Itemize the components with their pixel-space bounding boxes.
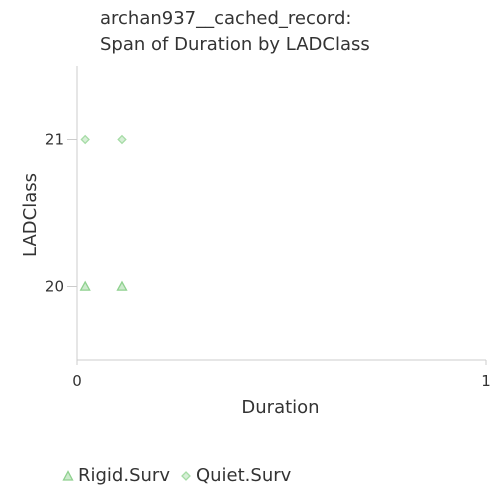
legend-item: Rigid.Surv	[62, 465, 170, 486]
legend-label: Rigid.Surv	[78, 465, 170, 486]
data-point-diamond	[80, 134, 90, 145]
legend-item: Quiet.Surv	[180, 465, 291, 486]
chart-title-line-2: Span of Duration by LADClass	[100, 34, 370, 55]
x-tick-label: 0	[72, 372, 82, 390]
chart-title: archan937__cached_record: Span of Durati…	[100, 6, 490, 58]
triangle-marker-icon	[62, 469, 74, 481]
legend-label: Quiet.Surv	[195, 465, 292, 486]
x-tick-label: 1	[481, 372, 491, 390]
y-tick-label: 21	[45, 131, 64, 149]
chart-plot: 0 1 20 21 Duration LADClass	[20, 66, 491, 418]
x-axis-label: Duration	[241, 397, 319, 418]
data-point-triangle	[79, 280, 91, 291]
chart-legend: Rigid.Surv Quiet.Surv	[62, 465, 301, 487]
chart-title-line-1: archan937__cached_record:	[100, 8, 352, 29]
y-tick-label: 20	[45, 278, 64, 296]
data-point-diamond	[117, 134, 127, 145]
y-axis-label: LADClass	[20, 173, 41, 257]
data-point-triangle	[116, 280, 128, 291]
diamond-marker-icon	[181, 470, 191, 481]
